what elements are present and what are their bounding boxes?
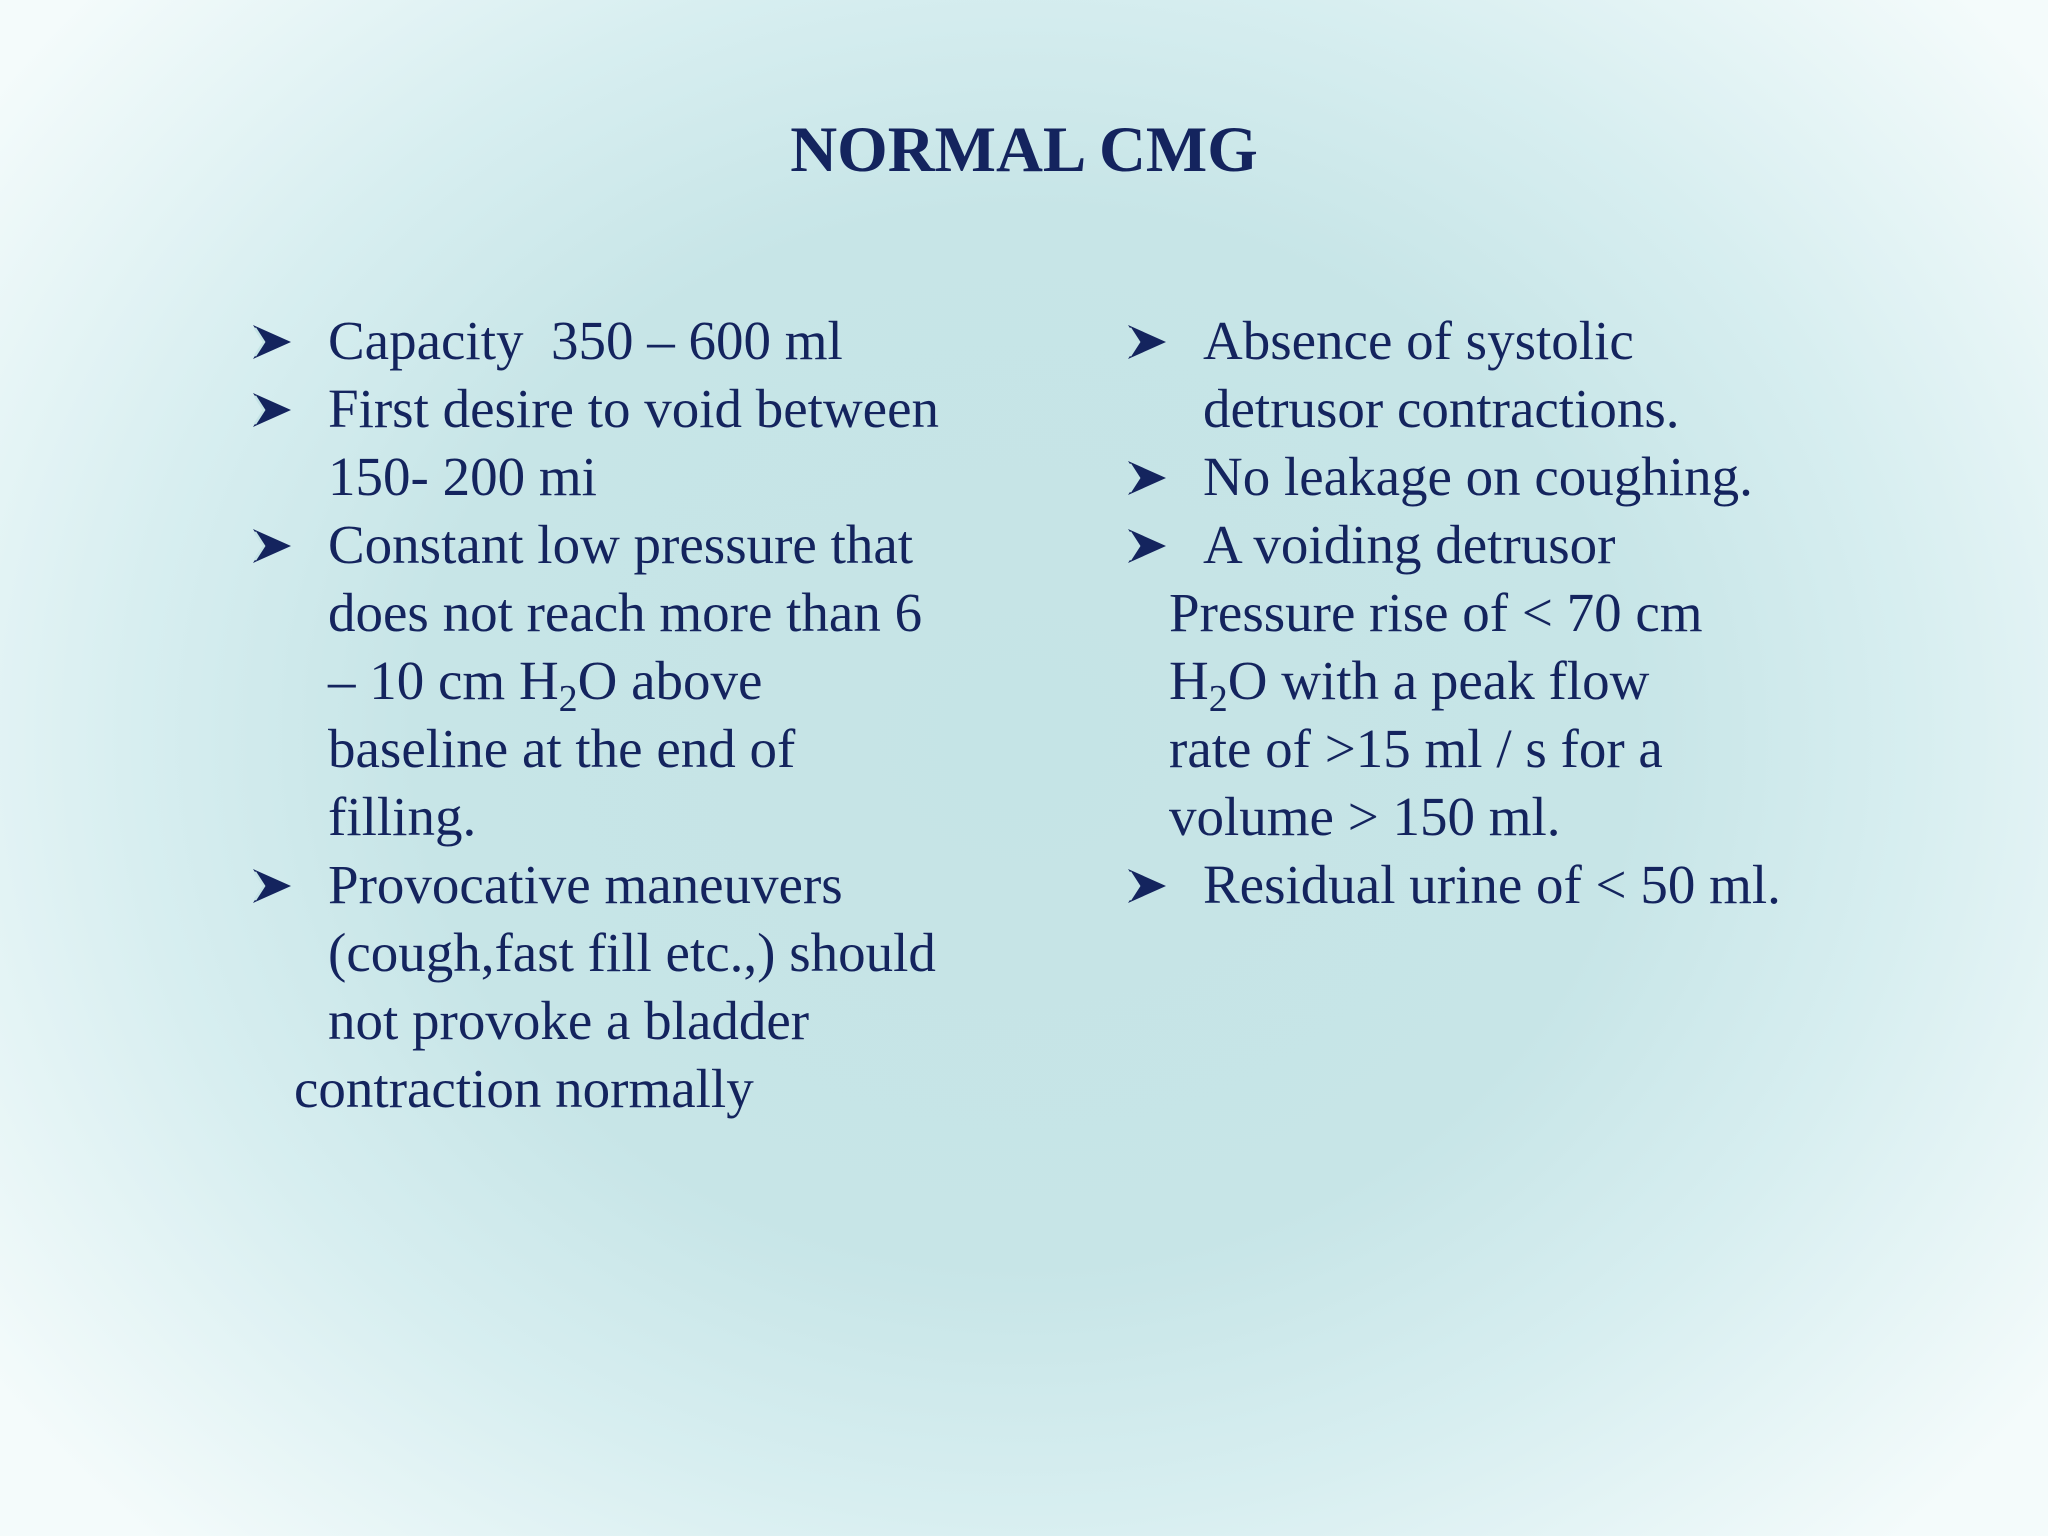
bullet-text: Residual urine of < 50 ml. — [1203, 854, 1781, 915]
arrow-bullet-icon — [253, 325, 291, 359]
subscript: 2 — [558, 678, 578, 720]
bullet-text: detrusor contractions. — [1203, 378, 1680, 439]
bullet-capacity: Capacity 350 – 600 ml — [250, 307, 1010, 375]
right-bullet-list: Absence of systolic detrusor contraction… — [1125, 307, 1925, 919]
bullet-text: – 10 cm H2O above — [328, 647, 1010, 718]
bullet-first-desire: First desire to void between 150- 200 mi — [250, 375, 1010, 511]
arrow-bullet-icon — [253, 529, 291, 563]
text-fragment: O above — [577, 650, 763, 711]
arrow-bullet-icon — [1128, 869, 1166, 903]
bullet-text: Constant low pressure that — [328, 514, 914, 575]
bullet-residual-urine: Residual urine of < 50 ml. — [1125, 851, 1925, 919]
text-fragment: H — [1169, 650, 1209, 711]
bullet-constant-pressure: Constant low pressure that does not reac… — [250, 511, 1010, 851]
bullet-text: H2O with a peak flow — [1169, 647, 1925, 718]
bullet-voiding-detrusor: A voiding detrusor Pressure rise of < 70… — [1125, 511, 1925, 851]
bullet-text: volume > 150 ml. — [1169, 786, 1561, 847]
bullet-text: rate of >15 ml / s for a — [1169, 718, 1663, 779]
bullet-text: 150- 200 mi — [328, 446, 597, 507]
bullet-text: Provocative maneuvers — [328, 854, 843, 915]
bullet-text: Pressure rise of < 70 cm — [1169, 582, 1703, 643]
bullet-text: does not reach more than 6 — [328, 582, 923, 643]
text-fragment: – 10 cm H — [328, 650, 559, 711]
arrow-bullet-icon — [253, 869, 291, 903]
slide-title: NORMAL CMG — [790, 114, 1258, 186]
bullet-text: Absence of systolic — [1203, 310, 1634, 371]
bullet-absence-systolic: Absence of systolic detrusor contraction… — [1125, 307, 1925, 443]
bullet-text: filling. — [328, 786, 477, 847]
arrow-bullet-icon — [1128, 529, 1166, 563]
left-bullet-list: Capacity 350 – 600 ml First desire to vo… — [250, 307, 1010, 1123]
bullet-text: A voiding detrusor — [1203, 514, 1616, 575]
arrow-bullet-icon — [1128, 325, 1166, 359]
bullet-text: baseline at the end of — [328, 718, 796, 779]
bullet-text: First desire to void between — [328, 378, 939, 439]
bullet-text: contraction normally — [294, 1058, 754, 1119]
subscript: 2 — [1208, 678, 1228, 720]
bullet-text: not provoke a bladder — [328, 990, 810, 1051]
text-fragment: O with a peak flow — [1227, 650, 1650, 711]
bullet-no-leakage: No leakage on coughing. — [1125, 443, 1925, 511]
bullet-text: No leakage on coughing. — [1203, 446, 1753, 507]
arrow-bullet-icon — [253, 393, 291, 427]
bullet-text: Capacity 350 – 600 ml — [328, 310, 843, 371]
bullet-provocative: Provocative maneuvers (cough,fast fill e… — [250, 851, 1010, 1123]
arrow-bullet-icon — [1128, 461, 1166, 495]
bullet-text: (cough,fast fill etc.,) should — [328, 922, 936, 983]
